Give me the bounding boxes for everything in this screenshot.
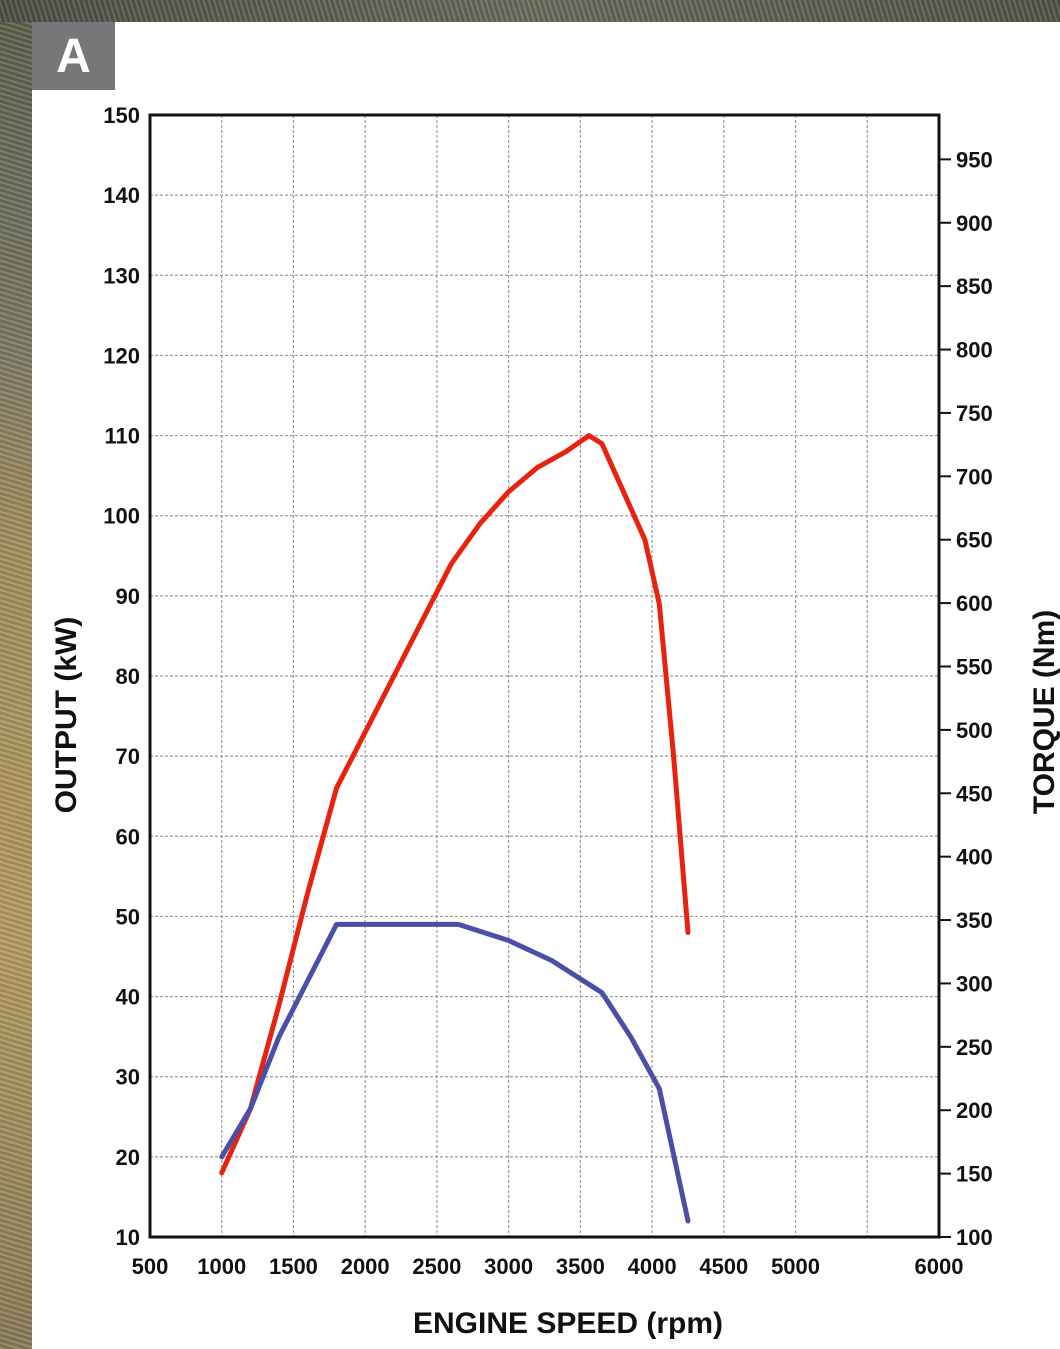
right-tick-label: 600 [956, 591, 993, 616]
plot-frame [148, 113, 941, 1239]
x-tick-label: 2000 [341, 1254, 390, 1279]
chart-panel [32, 22, 1060, 1349]
left-tick-label: 120 [103, 343, 140, 368]
background-texture-top [0, 0, 1060, 22]
left-tick-label: 60 [116, 824, 140, 849]
right-tick-label: 850 [956, 274, 993, 299]
left-tick-label: 130 [103, 263, 140, 288]
right-tick-label: 950 [956, 147, 993, 172]
panel-letter-badge: A [32, 22, 115, 90]
x-axis-title: ENGINE SPEED (rpm) [413, 1307, 723, 1340]
right-tick-label: 250 [956, 1035, 993, 1060]
left-tick-label: 100 [103, 504, 140, 529]
left-tick-label: 70 [116, 744, 140, 769]
left-axis-ticks: 10 20 30 40 50 60 70 80 90 100 110 120 130 140 150 [103, 103, 140, 1250]
left-tick-label: 80 [116, 664, 140, 689]
background-texture-left [0, 0, 32, 1349]
left-tick-label: 30 [116, 1065, 140, 1090]
x-tick-label: 3000 [484, 1254, 533, 1279]
left-axis-title: OUTPUT (kW) [50, 617, 83, 814]
x-tick-label: 2500 [412, 1254, 461, 1279]
x-tick-label: 4500 [699, 1254, 748, 1279]
left-tick-label: 20 [116, 1145, 140, 1170]
output-line [219, 433, 691, 1176]
right-tick-label: 450 [956, 781, 993, 806]
right-tick-label: 400 [956, 845, 993, 870]
right-tick-label: 500 [956, 718, 993, 743]
right-tick-label: 700 [956, 464, 993, 489]
right-tick-label: 900 [956, 211, 993, 236]
left-tick-label: 110 [105, 424, 141, 449]
right-tick-label: 300 [956, 971, 993, 996]
left-tick-label: 10 [116, 1225, 140, 1250]
left-tick-label: 90 [116, 584, 140, 609]
x-tick-label: 5000 [771, 1254, 820, 1279]
right-axis-title: TORQUE (Nm) [1028, 610, 1060, 814]
right-tick-label: 800 [956, 338, 993, 363]
right-tick-label: 200 [956, 1098, 993, 1123]
right-axis-ticks: 100 150 200 250 300 350 400 450 500 550 600 650 700 7… [939, 147, 993, 1250]
series-layer [219, 433, 691, 1224]
left-tick-label: 50 [116, 904, 140, 929]
right-tick-label: 100 [956, 1225, 993, 1250]
right-tick-label: 350 [956, 908, 993, 933]
x-tick-label: 6000 [915, 1254, 964, 1279]
torque-line [219, 921, 691, 1224]
right-tick-label: 750 [956, 401, 993, 426]
right-tick-label: 150 [956, 1162, 993, 1187]
x-tick-label: 1000 [197, 1254, 246, 1279]
x-tick-label: 3500 [556, 1254, 605, 1279]
grid [150, 115, 939, 1237]
right-tick-label: 650 [956, 528, 993, 553]
right-tick-label: 550 [956, 654, 993, 679]
left-tick-label: 40 [116, 985, 140, 1010]
x-tick-label: 1500 [269, 1254, 318, 1279]
x-axis-ticks: 500 1000 1500 2000 2500 3000 3500 4000 4500 5000 6… [132, 1254, 964, 1279]
x-tick-label: 4000 [628, 1254, 677, 1279]
x-tick-label: 500 [132, 1254, 169, 1279]
left-tick-label: 140 [103, 183, 140, 208]
left-tick-label: 150 [103, 103, 140, 128]
